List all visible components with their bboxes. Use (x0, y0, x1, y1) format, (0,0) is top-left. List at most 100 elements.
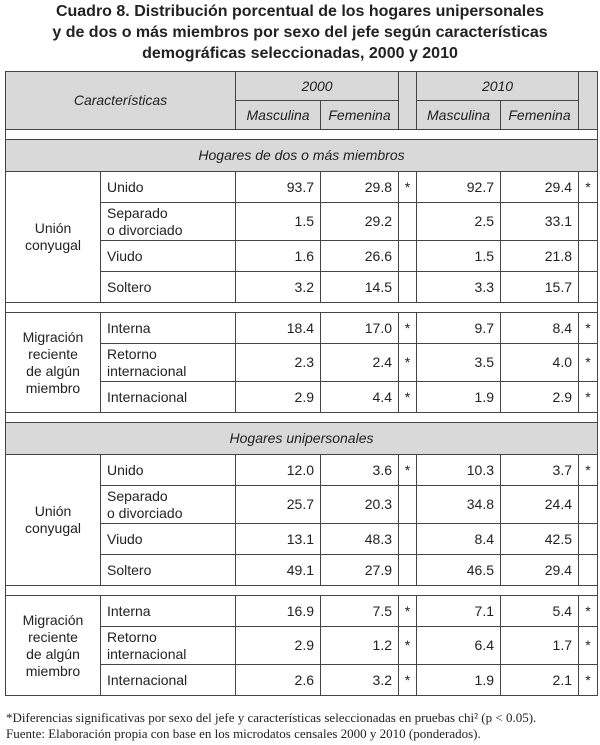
header-year: 2000 (235, 71, 400, 101)
section-header: Hogares de dos o más miembros (4, 139, 599, 172)
footnotes: *Diferencias significativas por sexo del… (6, 710, 537, 741)
value-cell: 1.2 (320, 626, 400, 665)
row-label: Internacional (99, 664, 237, 696)
significance-mark: * (578, 454, 599, 486)
value-cell: 48.3 (320, 523, 400, 555)
value-cell: 7.5 (320, 595, 400, 627)
value-cell: 49.1 (235, 554, 322, 586)
header-sex: Masculina (235, 100, 322, 130)
header-year: 2010 (416, 71, 580, 101)
value-cell: 4.4 (320, 381, 400, 413)
value-cell: 2.4 (320, 343, 400, 382)
value-cell: 29.4 (500, 554, 580, 586)
row-label: Viudo (99, 523, 237, 555)
value-cell: 24.4 (500, 485, 580, 524)
value-cell: 3.2 (320, 664, 400, 696)
value-cell: 93.7 (235, 171, 322, 203)
value-cell: 2.9 (500, 381, 580, 413)
row-label: Interna (99, 312, 237, 344)
value-cell: 34.8 (416, 485, 502, 524)
value-cell: 12.0 (235, 454, 322, 486)
value-cell: 42.5 (500, 523, 580, 555)
row-label: Internacional (99, 381, 237, 413)
table-row: Migración reciente de algún miembro Interna 1… (5, 312, 599, 413)
significance-mark: * (578, 312, 599, 344)
value-cell: 18.4 (235, 312, 322, 344)
significance-mark (398, 271, 418, 303)
row-label: Unido (99, 454, 237, 486)
value-cell: 1.6 (235, 240, 322, 272)
value-cell: 2.9 (235, 381, 322, 413)
header-sex: Femenina (320, 100, 400, 130)
value-cell: 3.5 (416, 343, 502, 382)
header-sex: Masculina (416, 100, 502, 130)
row-label: Soltero (99, 271, 237, 303)
value-cell: 17.0 (320, 312, 400, 344)
data-table: Características 2000 2010 Masculina Feme… (4, 71, 599, 696)
header-sex: Femenina (500, 100, 580, 130)
row-label: Separado o divorciado (99, 485, 237, 524)
table-row: Separado o divorciado 25.7 20.3 34.8 24.4 (6, 485, 599, 524)
significance-mark: * (578, 381, 599, 413)
significance-mark (578, 202, 599, 241)
value-cell: 3.6 (320, 454, 400, 486)
row-label: Retorno internacional (99, 626, 237, 665)
significance-mark (398, 240, 418, 272)
significance-mark: * (398, 454, 418, 486)
group-label: Unión conyugal (5, 454, 101, 586)
significance-mark (578, 523, 599, 555)
significance-mark (398, 523, 418, 555)
significance-mark (578, 554, 599, 586)
value-cell: 2.3 (235, 343, 322, 382)
value-cell: 15.7 (500, 271, 580, 303)
table-title: Cuadro 8. Distribución porcentual de los… (52, 3, 548, 62)
significance-mark: * (398, 626, 418, 665)
table-row: Internacional 2.6 3.2 * 1.9 2.1 * (6, 664, 599, 696)
significance-mark: * (398, 664, 418, 696)
value-cell: 3.2 (235, 271, 322, 303)
value-cell: 33.1 (500, 202, 580, 241)
table-row: Unión conyugal Unido 93.7 29.8 * 92.7 29.4 * (5, 171, 599, 303)
significance-mark (578, 271, 599, 303)
row-label: Soltero (99, 554, 237, 586)
header-characteristics: Características (4, 71, 237, 130)
significance-mark (578, 485, 599, 524)
significance-mark: * (578, 171, 599, 203)
value-cell: 26.6 (320, 240, 400, 272)
value-cell: 1.5 (416, 240, 502, 272)
significance-mark: * (398, 343, 418, 382)
table-row: Viudo 13.1 48.3 8.4 42.5 (6, 523, 599, 555)
value-cell: 1.7 (500, 626, 580, 665)
row-label: Retorno internacional (99, 343, 237, 382)
table-row: Soltero 49.1 27.9 46.5 29.4 (6, 554, 599, 586)
value-cell: 9.7 (416, 312, 502, 344)
value-cell: 7.1 (416, 595, 502, 627)
value-cell: 2.1 (500, 664, 580, 696)
value-cell: 25.7 (235, 485, 322, 524)
value-cell: 29.2 (320, 202, 400, 241)
value-cell: 21.8 (500, 240, 580, 272)
value-cell: 5.4 (500, 595, 580, 627)
row-label: Separado o divorciado (99, 202, 237, 241)
group-label: Migración reciente de algún miembro (5, 312, 101, 413)
value-cell: 10.3 (416, 454, 502, 486)
table-row: Retorno internacional 2.9 1.2 * 6.4 1.7 * (6, 626, 599, 665)
significance-mark: * (398, 312, 418, 344)
value-cell: 3.3 (416, 271, 502, 303)
significance-mark (578, 240, 599, 272)
group-label: Unión conyugal (5, 171, 101, 303)
value-cell: 16.9 (235, 595, 322, 627)
table-row: Internacional 2.9 4.4 * 1.9 2.9 * (6, 381, 599, 413)
value-cell: 2.6 (235, 664, 322, 696)
value-cell: 1.9 (416, 664, 502, 696)
row-label: Viudo (99, 240, 237, 272)
significance-mark: * (398, 595, 418, 627)
value-cell: 2.5 (416, 202, 502, 241)
value-cell: 8.4 (500, 312, 580, 344)
significance-mark: * (578, 626, 599, 665)
table-row: Retorno internacional 2.3 2.4 * 3.5 4.0 * (6, 343, 599, 382)
value-cell: 46.5 (416, 554, 502, 586)
value-cell: 2.9 (235, 626, 322, 665)
significance-mark: * (398, 171, 418, 203)
value-cell: 4.0 (500, 343, 580, 382)
